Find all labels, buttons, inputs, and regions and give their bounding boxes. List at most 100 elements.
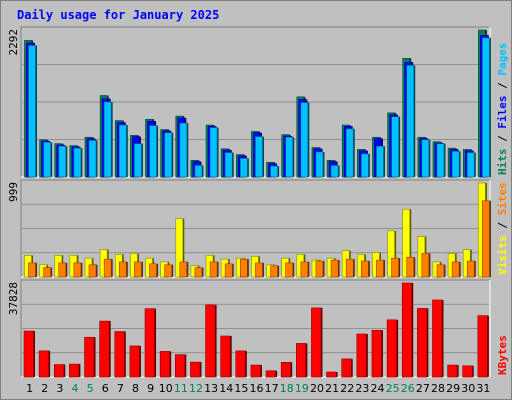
pages-bar: [134, 143, 143, 178]
day-label: 29: [446, 382, 460, 395]
day-label: 12: [189, 382, 203, 395]
kbytes-bar: [144, 308, 157, 378]
day-label: 10: [159, 382, 173, 395]
day-label: 23: [355, 382, 369, 395]
hits-files-pages-legend-label: Hits / Files / Pages: [496, 43, 509, 176]
day-label: 26: [401, 382, 415, 395]
kbytes-ymax-label: 37828: [7, 282, 20, 315]
kbytes-bar: [296, 343, 308, 378]
day-label: 13: [204, 382, 218, 395]
day-label: 16: [250, 382, 264, 395]
pages-bar: [28, 45, 37, 178]
kbytes-bar: [220, 335, 232, 378]
kbytes-bar: [265, 370, 278, 378]
sites-bar: [345, 258, 355, 278]
kbytes-bar: [38, 350, 51, 378]
pages-bar: [58, 145, 68, 178]
kbytes-bar: [477, 315, 489, 378]
kbytes-bar: [341, 358, 353, 378]
visits-bar: [387, 230, 397, 278]
chart-title: Daily usage for January 2025: [17, 8, 220, 22]
pages-bar: [103, 101, 113, 178]
sites-bar: [255, 262, 264, 278]
sites-bar: [406, 256, 416, 278]
pages-bar: [466, 152, 476, 178]
kbytes-bar: [53, 364, 66, 378]
sites-bar: [436, 264, 446, 278]
pages-bar: [482, 37, 491, 178]
day-label: 17: [265, 382, 279, 395]
day-label: 6: [102, 382, 109, 395]
pages-bar: [376, 145, 385, 178]
kbytes-bar: [356, 333, 368, 378]
day-label: 21: [325, 382, 339, 395]
day-label: 2: [41, 382, 48, 395]
sites-bar: [300, 261, 310, 278]
kbytes-bar: [99, 320, 111, 378]
day-label: 24: [371, 382, 385, 395]
pages-bar: [391, 116, 401, 178]
kbytes-legend-label: KBytes: [496, 335, 509, 375]
sites-bar: [43, 267, 53, 278]
pages-bar: [179, 122, 189, 178]
kbytes-bar: [386, 319, 399, 378]
hits-files-pages-ymax-label: 2292: [7, 29, 20, 56]
kbytes-bar: [174, 354, 187, 378]
day-label: 18: [280, 382, 294, 395]
visits-bar: [402, 208, 412, 278]
day-label: 22: [340, 382, 354, 395]
kbytes-bar: [129, 345, 141, 378]
pages-bar: [209, 127, 219, 178]
pages-bar: [421, 139, 431, 178]
pages-bar: [361, 153, 370, 178]
kbytes-bar: [326, 371, 338, 378]
sites-bar: [451, 261, 461, 278]
day-label: 9: [147, 382, 154, 395]
sites-bar: [134, 261, 143, 278]
sites-bar: [103, 258, 113, 278]
day-label: 31: [476, 382, 490, 395]
sites-bar: [73, 262, 83, 278]
sites-bar: [164, 264, 174, 278]
pages-bar: [88, 140, 98, 178]
sites-bar: [315, 260, 325, 278]
pages-bar: [315, 151, 325, 178]
pages-bar: [118, 124, 128, 178]
day-label: 20: [310, 382, 324, 395]
sites-bar: [240, 258, 249, 278]
visits-bar: [175, 218, 185, 278]
sites-bar: [194, 267, 204, 278]
kbytes-bar: [311, 307, 323, 378]
pages-bar: [43, 142, 53, 178]
kbytes-bar: [69, 363, 81, 378]
pages-bar: [345, 128, 355, 178]
day-label: 1: [26, 382, 33, 395]
pages-bar: [451, 151, 461, 178]
sites-bar: [179, 261, 189, 278]
sites-bar: [270, 265, 280, 278]
sites-bar: [88, 264, 98, 278]
kbytes-bar: [190, 361, 202, 378]
sites-bar: [28, 262, 37, 278]
kbytes-bar: [114, 331, 126, 378]
pages-bar: [436, 143, 446, 178]
visits-sites-legend-label: Visits / Sites: [496, 182, 509, 275]
sites-bar: [209, 261, 219, 278]
sites-bar: [466, 260, 476, 278]
pages-bar: [255, 136, 264, 178]
pages-bar: [300, 102, 310, 178]
kbytes-bar: [205, 304, 217, 378]
pages-bar: [285, 136, 295, 178]
day-label: 11: [174, 382, 188, 395]
pages-bar: [149, 125, 159, 178]
kbytes-bar: [235, 350, 247, 378]
pages-bar: [330, 165, 340, 178]
sites-bar: [149, 263, 159, 278]
day-label: 27: [416, 382, 430, 395]
kbytes-bar: [159, 351, 172, 378]
sites-bar: [391, 257, 401, 278]
kbytes-bar: [23, 330, 35, 378]
day-label: 4: [71, 382, 78, 395]
sites-bar: [224, 263, 234, 278]
kbytes-panel: 37828 KBytes: [7, 279, 509, 378]
